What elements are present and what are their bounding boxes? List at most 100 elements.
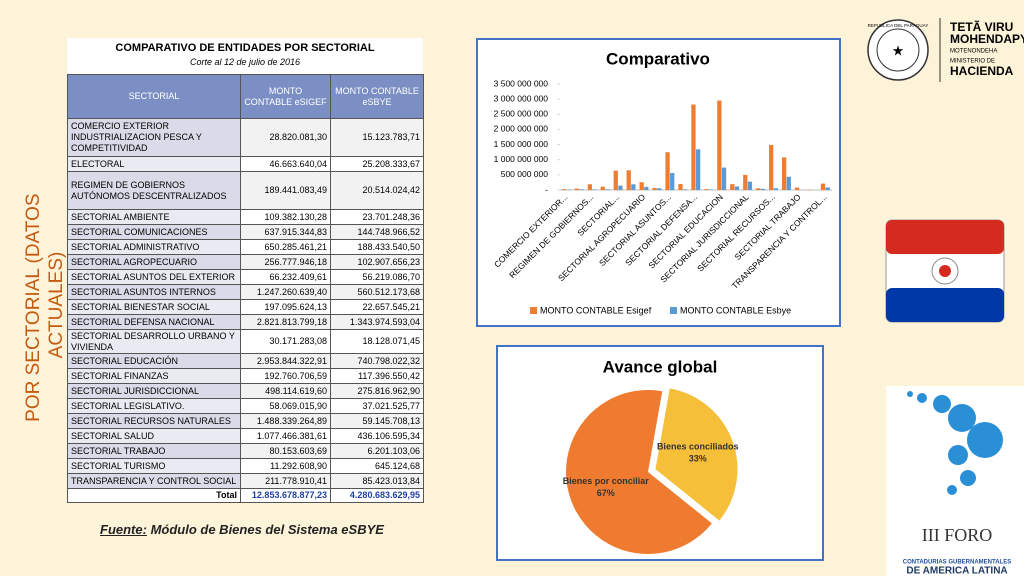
bar [696, 149, 701, 190]
bar [794, 187, 800, 190]
table-row: SECTORIAL ASUNTOS DEL EXTERIOR 66.232.409… [67, 269, 424, 285]
table-cell: 1.343.974.593,04 [330, 314, 424, 330]
bar [717, 100, 722, 190]
table-row: COMERCIO EXTERIOR INDUSTRIALIZACION PESC… [67, 118, 424, 157]
pie-slice [565, 389, 712, 554]
bar [734, 186, 740, 190]
table-cell: 37.021.525,77 [330, 398, 424, 414]
table-cell: 211.778.910,41 [240, 473, 331, 489]
table-cell: 650.285.461,21 [240, 239, 331, 255]
table-cell: SECTORIAL EDUCACIÓN [67, 353, 241, 369]
table-cell: 1.077.466.381,61 [240, 428, 331, 444]
bar [683, 189, 688, 190]
bar [644, 186, 649, 190]
pie-label-value: 33% [689, 454, 707, 464]
table-cell: SECTORIAL AMBIENTE [67, 209, 241, 225]
bar [691, 104, 696, 190]
pie-label: Bienes por conciliar 67% [563, 476, 650, 498]
table-row: REGIMEN DE GOBIERNOS AUTÓNOMOS DESCENTRA… [67, 171, 424, 210]
table-cell: 15.123.783,71 [330, 118, 424, 157]
table-row: SECTORIAL AMBIENTE 109.382.130,28 23.701.2… [67, 209, 424, 225]
bar [786, 176, 791, 190]
table-cell: SECTORIAL FINANZAS [67, 368, 241, 384]
table-grid: SECTORIAL MONTO CONTABLE eSIGEF MONTO CONT… [67, 74, 424, 503]
source-text: Módulo de Bienes del Sistema eSBYE [150, 522, 384, 537]
bar [825, 187, 830, 190]
table-row: SECTORIAL DESARROLLO URBANO Y VIVIENDA 30… [67, 329, 424, 354]
table-cell: 1.247.260.639,40 [240, 284, 331, 300]
table-cell: 85.423.013,84 [330, 473, 424, 489]
bar [704, 189, 709, 190]
bar [592, 189, 597, 190]
legend-swatch [670, 307, 677, 314]
bar [678, 184, 683, 190]
table-cell: 637.915.344,83 [240, 224, 331, 240]
header-cell: SECTORIAL [67, 74, 241, 119]
table-cell: TRANSPARENCIA Y CONTROL SOCIAL [67, 473, 241, 489]
seal-text: REPUBLICA DEL PARAGUAY [868, 23, 929, 28]
table-cell: 46.663.640,04 [240, 156, 331, 172]
table-cell: SECTORIAL LEGISLATIVO. [67, 398, 241, 414]
table-row: SECTORIAL TRABAJO 80.153.603,69 6.201.103,… [67, 443, 424, 459]
table-cell: 436.106.595,34 [330, 428, 424, 444]
bar [730, 184, 735, 190]
bar [670, 173, 675, 190]
foro-text: CONTADURIAS GUBERNAMENTALES [903, 560, 1011, 566]
pie-slice [655, 388, 738, 521]
table-cell: 28.820.081,30 [240, 118, 331, 157]
table-row: SECTORIAL SALUD 1.077.466.381,61 436.106.5… [67, 428, 424, 444]
side-title-line: POR SECTORIAL (DATOS [23, 193, 44, 421]
table-cell: SECTORIAL SALUD [67, 428, 241, 444]
bar [820, 183, 826, 190]
table-cell: 275.816.962,90 [330, 383, 424, 399]
table: COMPARATIVO DE ENTIDADES POR SECTORIAL C… [67, 38, 424, 503]
table-cell: SECTORIAL DESARROLLO URBANO Y VIVIENDA [67, 329, 241, 354]
table-cell: SECTORIAL BIENESTAR SOCIAL [67, 299, 241, 315]
table-row: SECTORIAL JURISDICCIONAL 498.114.619,60 27… [67, 383, 424, 399]
table-cell: 109.382.130,28 [240, 209, 331, 225]
table-cell: 2.821.813.799,18 [240, 314, 331, 330]
logo-text: TETÃ VIRU [950, 19, 1013, 34]
bar [574, 188, 580, 190]
table-row: TRANSPARENCIA Y CONTROL SOCIAL 211.778.91… [67, 473, 424, 489]
table-cell: 740.798.022,32 [330, 353, 424, 369]
table-row: SECTORIAL LEGISLATIVO. 58.069.015,90 37.02… [67, 398, 424, 414]
table-cell: 192.760.706,59 [240, 368, 331, 384]
bar [613, 170, 618, 190]
table-title: COMPARATIVO DE ENTIDADES POR SECTORIAL [115, 42, 375, 54]
table-cell: 1.488.339.264,89 [240, 413, 331, 429]
total-cell: Total [67, 488, 241, 503]
table-subtitle: Corte al 12 de julio de 2016 [189, 57, 301, 67]
table-cell: REGIMEN DE GOBIERNOS AUTÓNOMOS DESCENTRA… [67, 171, 241, 210]
table-cell: 117.396.550,42 [330, 368, 424, 384]
table-row: SECTORIAL EDUCACIÓN 2.953.844.322,91 740.7… [67, 353, 424, 369]
logo-text: HACIENDA [950, 64, 1014, 78]
table-cell: 645.124,68 [330, 458, 424, 474]
total-cell: 12.853.678.877,23 [240, 488, 331, 503]
table-cell: SECTORIAL ASUNTOS INTERNOS [67, 284, 241, 300]
bar [561, 189, 567, 190]
table-row: SECTORIAL DEFENSA NACIONAL 2.821.813.799,… [67, 314, 424, 330]
header-row: SECTORIAL MONTO CONTABLE eSIGEF MONTO CONT… [67, 74, 424, 119]
bar [618, 185, 623, 190]
bar [587, 184, 592, 190]
table-cell: 80.153.603,69 [240, 443, 331, 459]
source: Fuente: Módulo de Bienes del Sistema eSB… [100, 522, 384, 537]
table-cell: ELECTORAL [67, 156, 241, 172]
bar [652, 187, 657, 190]
bar [605, 189, 610, 190]
foro-title: III FORO [922, 525, 993, 545]
seal-ring [876, 28, 920, 72]
table-cell: 560.512.173,68 [330, 284, 424, 300]
pie-label-category: Bienes conciliados [657, 442, 739, 452]
y-tick-label: 2 500 000 000 [494, 109, 549, 119]
side-title-line: ACTUALES) [46, 252, 67, 359]
bar [657, 188, 662, 190]
table-cell: SECTORIAL DEFENSA NACIONAL [67, 314, 241, 330]
table-cell: 188.433.540,50 [330, 239, 424, 255]
total-cell: 4.280.683.629,95 [330, 488, 424, 503]
table-cell: SECTORIAL ADMINISTRATIVO [67, 239, 241, 255]
bar [747, 181, 753, 190]
table-cell: 189.441.083,49 [240, 171, 331, 210]
